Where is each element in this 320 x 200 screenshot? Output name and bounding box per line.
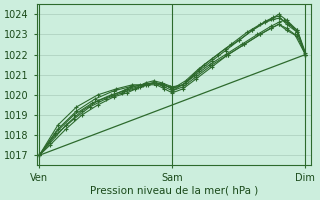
X-axis label: Pression niveau de la mer( hPa ): Pression niveau de la mer( hPa ) [90,186,258,196]
